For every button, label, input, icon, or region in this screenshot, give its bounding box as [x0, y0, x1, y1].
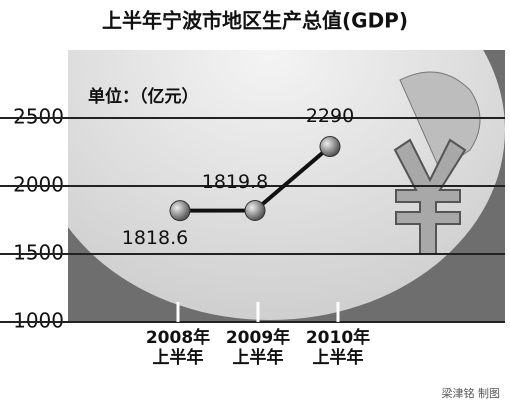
y-tick-label: 1500 [13, 241, 64, 265]
yuan-illustration [393, 138, 467, 255]
data-label: 2290 [306, 105, 354, 127]
data-label: 1819.8 [202, 171, 268, 193]
x-tick-label: 2009年 上半年 [225, 328, 291, 368]
x-tick-label: 2010年 上半年 [305, 328, 371, 368]
point [169, 200, 191, 222]
credit: 梁津铭 制图 [442, 386, 501, 400]
chart-title: 上半年宁波市地区生产总值(GDP) [102, 9, 408, 33]
point [244, 200, 266, 222]
unit-label: 单位：（亿元） [88, 86, 199, 107]
y-tick-label: 1000 [13, 309, 64, 333]
y-tick-label: 2500 [13, 105, 64, 129]
data-label: 1818.6 [122, 227, 188, 249]
x-tick-label: 2008年 上半年 [145, 328, 211, 368]
point [319, 136, 341, 158]
y-tick-label: 2000 [13, 173, 64, 197]
